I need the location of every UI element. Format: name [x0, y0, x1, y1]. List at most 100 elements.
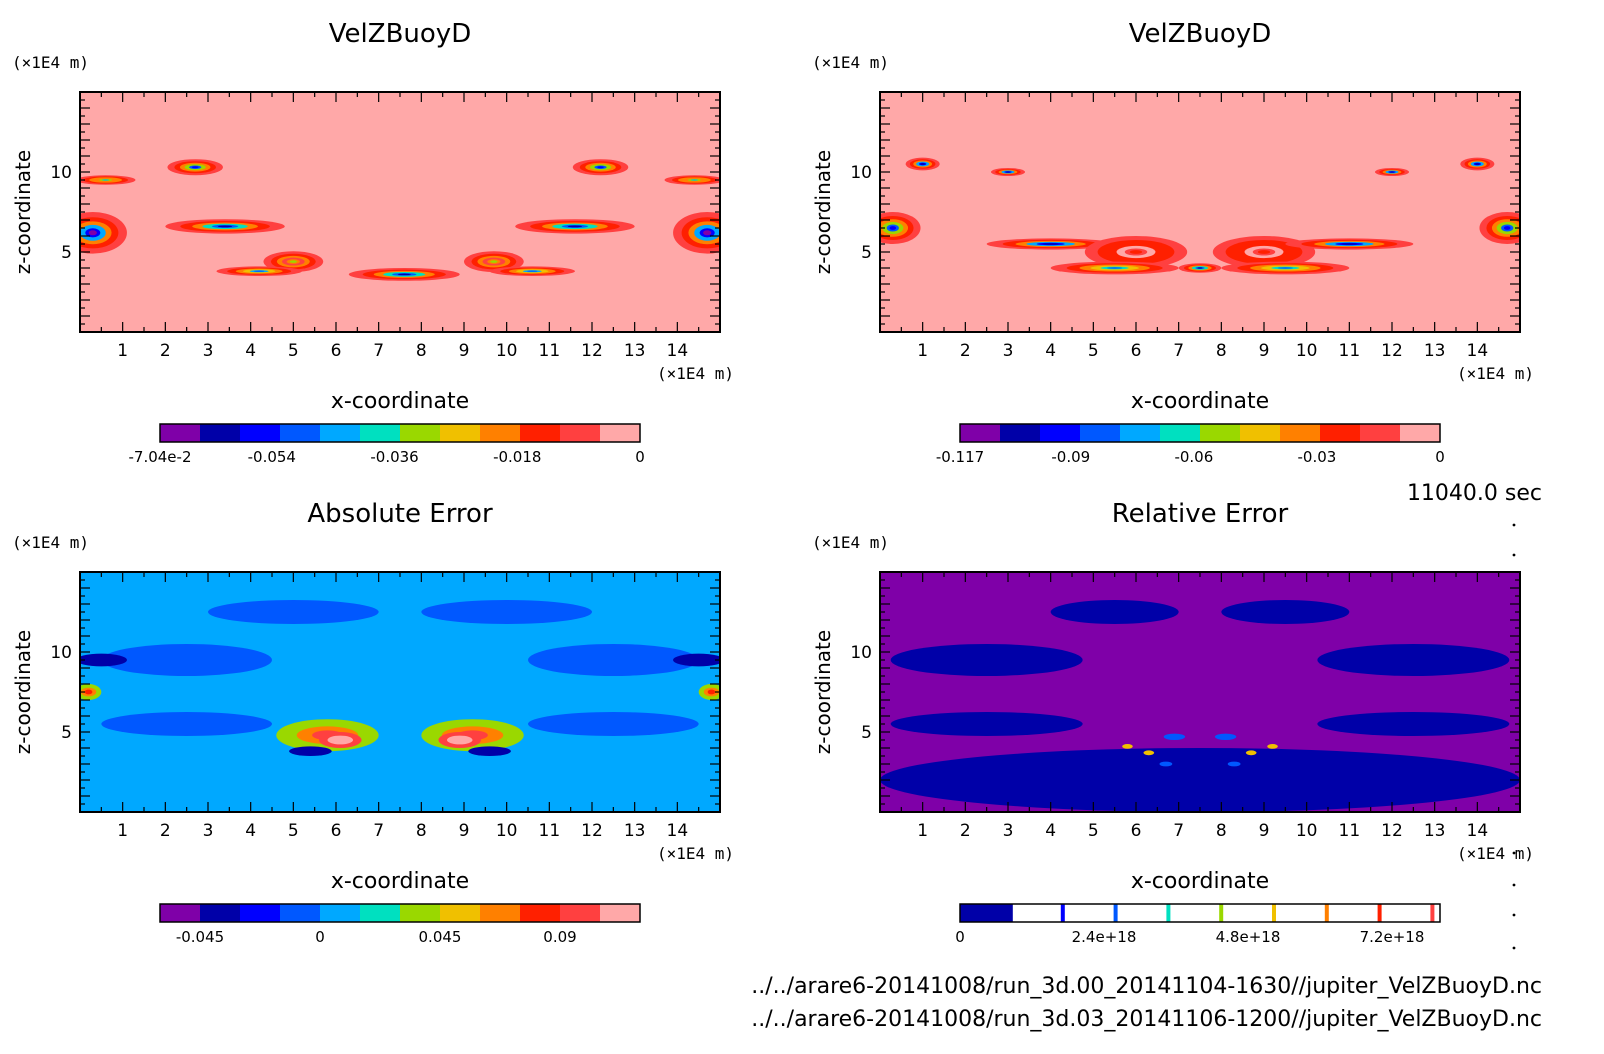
contour-region — [191, 166, 199, 169]
x-tick-label: 2 — [960, 821, 971, 841]
contour-region — [703, 230, 712, 236]
contour-region — [1042, 243, 1059, 245]
colorbar-segment — [1219, 904, 1224, 922]
colorbar-segment — [1040, 424, 1081, 442]
colorbar-segment — [1113, 904, 1118, 922]
x-tick-label: 7 — [373, 821, 384, 841]
colorbar-segment — [1272, 904, 1276, 922]
x-tick-label: 10 — [1296, 341, 1318, 361]
panel-top-left: VelZBuoyD(×1E4 m)1 2 3 4 5 6 7 8 9 10 11 12 13 14510(… — [11, 19, 734, 466]
edge-dot — [1512, 883, 1516, 887]
plot-area — [880, 572, 1520, 812]
y-tick-label: 5 — [61, 243, 72, 263]
contour-region — [1129, 250, 1143, 254]
contour-region — [1257, 250, 1271, 254]
x-tick-label: 10 — [496, 821, 518, 841]
colorbar-segment — [200, 424, 241, 442]
colorbar-segment — [600, 424, 641, 442]
x-tick-label: 14 — [667, 821, 689, 841]
colorbar-segment — [1166, 904, 1171, 922]
x-axis-label: x-coordinate — [1131, 869, 1269, 894]
colorbar-segment — [560, 424, 601, 442]
x-tick-label: 8 — [1216, 821, 1227, 841]
contour-region — [397, 273, 411, 276]
contour-region — [1341, 243, 1358, 245]
x-tick-label: 14 — [1467, 821, 1489, 841]
x-unit-label: (×1E4 m) — [657, 844, 734, 863]
colorbar-tick-label: -0.117 — [936, 448, 984, 466]
x-tick-label: 10 — [496, 341, 518, 361]
x-tick-label: 9 — [459, 341, 470, 361]
x-tick-label: 1 — [917, 341, 928, 361]
contour-region — [1005, 171, 1011, 173]
x-tick-label: 6 — [1131, 821, 1142, 841]
x-tick-label: 9 — [459, 821, 470, 841]
colorbar-segment — [1400, 424, 1441, 442]
panel-bottom-right: Relative Error(×1E4 m)1 2 3 4 5 6 7 8 9 10 11 12 13 1… — [811, 499, 1534, 946]
contour-region — [1221, 600, 1350, 624]
y-unit-label: (×1E4 m) — [812, 533, 889, 552]
x-tick-label: 12 — [581, 341, 603, 361]
contour-region — [673, 653, 720, 667]
colorbar-segment — [320, 904, 361, 922]
colorbar-tick-label: 0 — [315, 928, 325, 946]
y-tick-label: 5 — [861, 723, 872, 743]
contour-region — [333, 737, 347, 743]
contour-region — [690, 179, 698, 181]
x-tick-label: 6 — [1131, 341, 1142, 361]
x-tick-label: 1 — [117, 821, 128, 841]
x-tick-label: 4 — [1045, 821, 1056, 841]
colorbar-segment — [1120, 424, 1161, 442]
contour-region — [597, 166, 604, 169]
contour-region — [707, 689, 716, 695]
y-tick-label: 10 — [850, 163, 872, 183]
colorbar-segment — [240, 904, 281, 922]
field-background — [80, 572, 720, 812]
x-tick-label: 7 — [1173, 821, 1184, 841]
x-tick-label: 11 — [1339, 821, 1361, 841]
y-unit-label: (×1E4 m) — [812, 53, 889, 72]
colorbar-tick-label: -0.06 — [1174, 448, 1213, 466]
colorbar-segment — [1060, 904, 1065, 922]
x-tick-label: 5 — [288, 821, 299, 841]
x-tick-label: 4 — [245, 341, 256, 361]
colorbar-segment — [240, 424, 281, 442]
contour-region — [1317, 644, 1510, 676]
plot-area — [80, 572, 720, 812]
x-tick-label: 3 — [1003, 821, 1014, 841]
x-tick-label: 11 — [539, 341, 561, 361]
x-unit-label: (×1E4 m) — [1457, 364, 1534, 383]
colorbar-segment — [1240, 424, 1281, 442]
x-tick-label: 8 — [416, 821, 427, 841]
y-tick-label: 10 — [850, 643, 872, 663]
edge-dot — [1512, 946, 1516, 950]
colorbar-tick-label: -0.054 — [248, 448, 296, 466]
x-tick-label: 2 — [160, 821, 171, 841]
colorbar-tick-label: -7.04e-2 — [129, 448, 192, 466]
contour-region — [1317, 712, 1510, 736]
colorbar-segment — [1324, 904, 1329, 922]
contour-region — [1159, 761, 1173, 767]
colorbar: -0.045 0 0.045 0.09 — [159, 903, 641, 946]
contour-region — [101, 712, 272, 736]
contour-region — [528, 644, 699, 676]
x-tick-label: 12 — [1381, 821, 1403, 841]
contour-region — [453, 737, 467, 743]
colorbar-tick-label: -0.036 — [370, 448, 418, 466]
colorbar-tick-label: 0 — [1435, 448, 1445, 466]
colorbar-frame — [159, 423, 641, 443]
contour-region — [217, 225, 233, 228]
colorbar-tick-label: 0.045 — [419, 928, 462, 946]
x-tick-label: 12 — [1381, 341, 1403, 361]
contour-region — [1163, 733, 1186, 740]
x-tick-label: 6 — [331, 821, 342, 841]
colorbar-tick-label: -0.018 — [493, 448, 541, 466]
colorbar-segment — [1080, 424, 1121, 442]
colorbar-segment — [960, 904, 1013, 922]
panel-title: Relative Error — [1112, 499, 1289, 529]
colorbar-segment — [160, 904, 201, 922]
colorbar-segment — [280, 904, 321, 922]
colorbar-frame — [159, 903, 641, 923]
x-tick-label: 11 — [539, 821, 561, 841]
contour-region — [1503, 226, 1511, 230]
